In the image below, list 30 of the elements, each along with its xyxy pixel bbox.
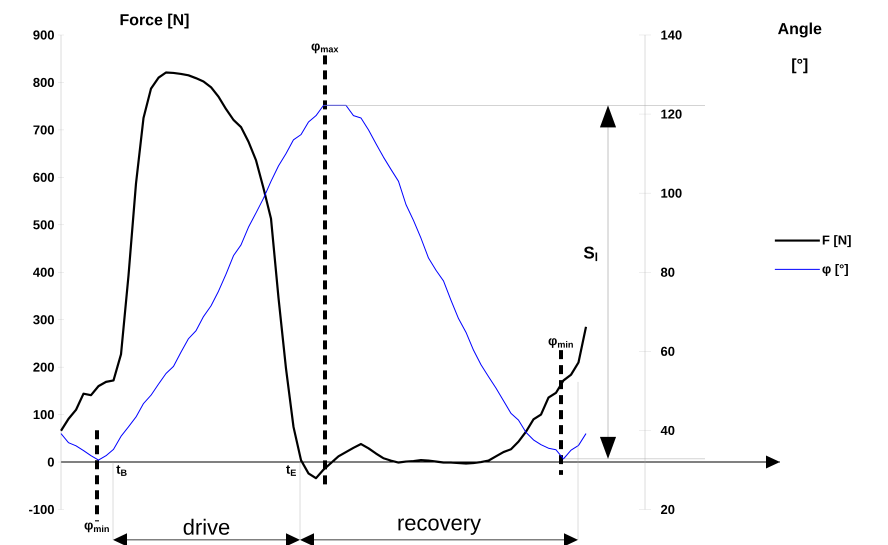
annotation: φ$_{max}$ — [312, 44, 338, 54]
y-tick-label: 800 — [33, 78, 54, 88]
y-tick-label: 200 — [33, 362, 54, 372]
y-tick-label: 400 — [33, 268, 54, 277]
annotation: t$_{B}$ — [116, 465, 127, 476]
annotation: φ$_{min}$ — [548, 338, 573, 348]
y-tick-label: 100 — [34, 410, 54, 420]
y-tick-label: 700 — [33, 125, 54, 134]
y2-tick-label: 100 — [661, 188, 682, 198]
annotation: S$_{l}$ — [584, 246, 598, 262]
y2-tick-label: 120 — [661, 109, 682, 119]
y-tick-label: 300 — [33, 315, 54, 324]
annotation: t$_{E}$ — [286, 465, 296, 476]
y2-tick-label: 140 — [661, 30, 682, 40]
y-tick-label: 0 — [48, 457, 54, 467]
text: φ$_{min}$ — [84, 522, 109, 532]
text: drive — [184, 518, 230, 535]
text: recovery — [398, 518, 481, 535]
y2-tick-label: 40 — [660, 426, 674, 435]
y-tick-label: 600 — [33, 172, 54, 182]
y-axis-title: Force [N] — [120, 14, 189, 28]
y-tick-label: -100 — [29, 504, 54, 514]
y-tick-label: 900 — [33, 30, 54, 40]
legend-label: φ [°] — [822, 264, 848, 276]
y2-tick-label: 20 — [660, 504, 674, 514]
y2-tick-label: 80 — [660, 268, 674, 277]
y2-tick-label: 60 — [660, 346, 674, 356]
y-tick-label: 500 — [33, 220, 54, 230]
legend-label: F [N] — [822, 235, 851, 248]
text: Angle [°] — [778, 22, 822, 74]
